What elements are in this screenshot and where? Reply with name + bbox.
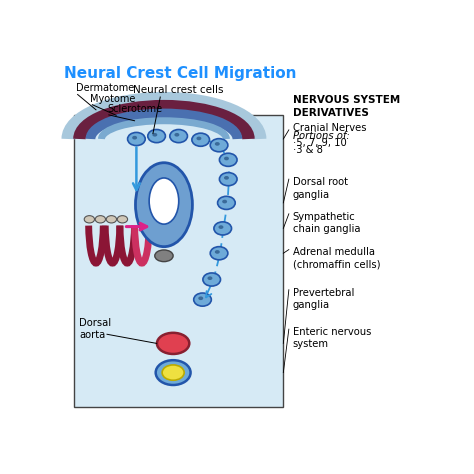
Text: Dorsal
aorta: Dorsal aorta [80,318,111,340]
Ellipse shape [117,216,128,223]
Ellipse shape [210,246,228,260]
Ellipse shape [157,333,189,354]
Ellipse shape [148,129,165,143]
Text: Neural Crest Cell Migration: Neural Crest Cell Migration [64,66,297,81]
Text: Dermatome: Dermatome [76,83,134,93]
Ellipse shape [152,133,157,137]
Ellipse shape [196,137,201,140]
Ellipse shape [174,133,179,137]
Ellipse shape [203,273,220,286]
Text: Dorsal root
ganglia: Dorsal root ganglia [292,177,347,200]
Ellipse shape [106,216,117,223]
Ellipse shape [219,153,237,166]
Text: Enteric nervous
system: Enteric nervous system [292,327,371,349]
Ellipse shape [95,216,106,223]
Ellipse shape [198,296,203,300]
Ellipse shape [162,365,184,380]
Ellipse shape [128,132,145,146]
Ellipse shape [155,250,173,262]
Ellipse shape [224,176,229,180]
Ellipse shape [192,133,210,146]
Ellipse shape [155,360,191,385]
Ellipse shape [215,250,220,254]
Ellipse shape [214,222,231,235]
Bar [74,115,283,407]
Ellipse shape [219,225,223,229]
Ellipse shape [84,216,94,223]
Ellipse shape [210,138,228,152]
Ellipse shape [194,293,211,306]
Ellipse shape [132,136,137,139]
Ellipse shape [136,163,192,246]
Text: Sclerotome: Sclerotome [107,104,162,114]
Ellipse shape [149,178,179,224]
Text: Adrenal medulla
(chromaffin cells): Adrenal medulla (chromaffin cells) [292,247,380,270]
Ellipse shape [208,276,212,280]
Text: Sympathetic
chain ganglia: Sympathetic chain ganglia [292,212,360,235]
Text: Myotome: Myotome [91,93,136,104]
Text: ·5, 7, 9, 10: ·5, 7, 9, 10 [292,138,346,148]
Ellipse shape [219,173,237,186]
Text: Prevertebral
ganglia: Prevertebral ganglia [292,288,354,310]
Text: Cranial Nerves: Cranial Nerves [292,123,366,133]
Text: NERVOUS SYSTEM
DERIVATIVES: NERVOUS SYSTEM DERIVATIVES [292,95,400,118]
Ellipse shape [222,200,227,203]
Ellipse shape [170,129,187,143]
Ellipse shape [218,196,235,210]
Text: Portions of:: Portions of: [292,131,349,141]
Text: ·3 & 8: ·3 & 8 [292,145,322,155]
Text: Neural crest cells: Neural crest cells [133,85,224,95]
Ellipse shape [215,142,220,146]
Ellipse shape [224,156,229,160]
